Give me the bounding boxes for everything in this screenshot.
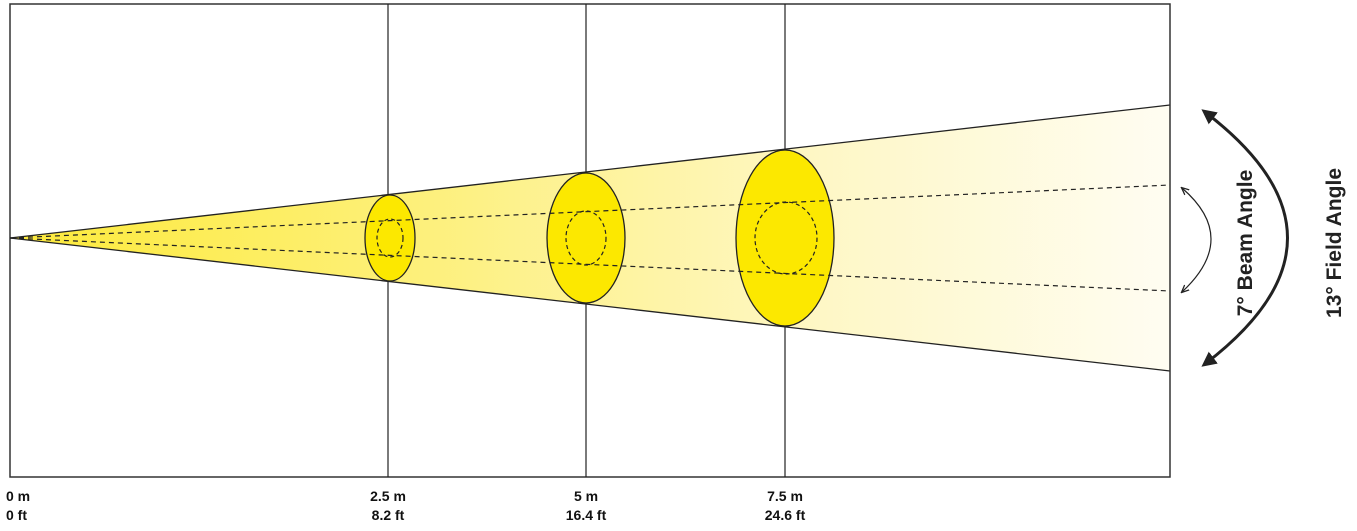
- distance-feet: 0 ft: [6, 507, 27, 523]
- distance-label-0m: 0 m 0 ft: [6, 487, 46, 525]
- field-cone-bottom-edge: [9, 237, 1171, 372]
- distance-label-7-5m: 7.5 m 24.6 ft: [745, 487, 825, 525]
- distance-feet: 16.4 ft: [565, 507, 607, 523]
- distance-meters: 5 m: [573, 488, 599, 504]
- beam-angle-label: 7° Beam Angle: [1234, 170, 1257, 317]
- beam-cone-bottom-edge: [9, 237, 1171, 292]
- field-spot-5m: [546, 172, 626, 304]
- distance-meters: 0 m: [6, 488, 31, 504]
- distance-feet: 24.6 ft: [764, 507, 806, 523]
- distance-label-5m: 5 m 16.4 ft: [546, 487, 626, 525]
- distance-label-2-5m: 2.5 m 8.2 ft: [348, 487, 428, 525]
- field-angle-label: 13° Field Angle: [1323, 168, 1346, 318]
- field-spot-7-5m: [735, 149, 835, 327]
- beam-cone-top-edge: [9, 184, 1171, 239]
- beam-angle-arrow: [1182, 188, 1212, 292]
- distance-feet: 8.2 ft: [371, 507, 405, 523]
- beam-spot-2-5m: [376, 218, 404, 258]
- distance-meters: 7.5 m: [767, 488, 803, 504]
- field-spot-2-5m: [364, 194, 416, 282]
- field-cone-top-edge: [9, 104, 1171, 239]
- diagram-frame: [9, 3, 1171, 478]
- field-angle-arrow: [1201, 109, 1289, 367]
- beam-spot-5m: [565, 210, 607, 266]
- distance-meters: 2.5 m: [370, 488, 406, 504]
